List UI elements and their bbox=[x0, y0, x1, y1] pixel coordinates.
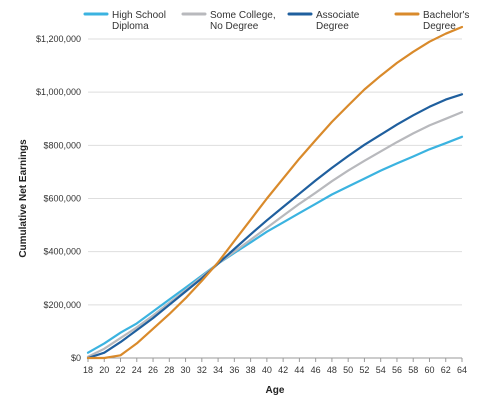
y-tick-label: $600,000 bbox=[43, 194, 81, 204]
x-tick-label: 54 bbox=[376, 365, 386, 375]
x-tick-label: 36 bbox=[229, 365, 239, 375]
x-tick-label: 32 bbox=[197, 365, 207, 375]
y-tick-label: $1,200,000 bbox=[36, 34, 81, 44]
legend-label-2: No Degree bbox=[210, 21, 259, 32]
y-tick-label: $200,000 bbox=[43, 300, 81, 310]
x-tick-label: 46 bbox=[311, 365, 321, 375]
x-tick-label: 40 bbox=[262, 365, 272, 375]
x-tick-label: 60 bbox=[424, 365, 434, 375]
legend-label-4: Bachelor's bbox=[423, 10, 469, 21]
y-tick-label: $0 bbox=[71, 353, 81, 363]
x-tick-label: 62 bbox=[441, 365, 451, 375]
x-tick-label: 30 bbox=[181, 365, 191, 375]
x-tick-label: 42 bbox=[278, 365, 288, 375]
x-tick-label: 48 bbox=[327, 365, 337, 375]
legend-label-2: Some College, bbox=[210, 10, 276, 21]
x-tick-label: 52 bbox=[359, 365, 369, 375]
series-line-3 bbox=[86, 93, 464, 360]
x-tick-label: 58 bbox=[408, 365, 418, 375]
x-tick-label: 26 bbox=[148, 365, 158, 375]
y-tick-label: $400,000 bbox=[43, 247, 81, 257]
y-axis-title: Cumulative Net Earnings bbox=[18, 139, 29, 258]
x-tick-label: 34 bbox=[213, 365, 223, 375]
x-tick-label: 18 bbox=[83, 365, 93, 375]
legend-label-3: Associate bbox=[316, 10, 360, 21]
x-tick-label: 28 bbox=[164, 365, 174, 375]
series-line-1 bbox=[86, 135, 464, 354]
x-tick-label: 56 bbox=[392, 365, 402, 375]
legend-label-4: Degree bbox=[423, 21, 456, 32]
x-tick-label: 50 bbox=[343, 365, 353, 375]
legend-label-1: High School bbox=[112, 10, 166, 21]
y-tick-label: $1,000,000 bbox=[36, 87, 81, 97]
legend-label-1: Diploma bbox=[112, 21, 149, 32]
x-tick-label: 24 bbox=[132, 365, 142, 375]
x-tick-label: 20 bbox=[99, 365, 109, 375]
x-tick-label: 64 bbox=[457, 365, 467, 375]
x-tick-label: 38 bbox=[246, 365, 256, 375]
series-line-4 bbox=[86, 25, 464, 360]
x-tick-label: 22 bbox=[116, 365, 126, 375]
series-line-2 bbox=[86, 110, 464, 358]
x-tick-label: 44 bbox=[294, 365, 304, 375]
y-tick-label: $800,000 bbox=[43, 140, 81, 150]
x-axis-title: Age bbox=[266, 385, 285, 396]
legend-label-3: Degree bbox=[316, 21, 349, 32]
